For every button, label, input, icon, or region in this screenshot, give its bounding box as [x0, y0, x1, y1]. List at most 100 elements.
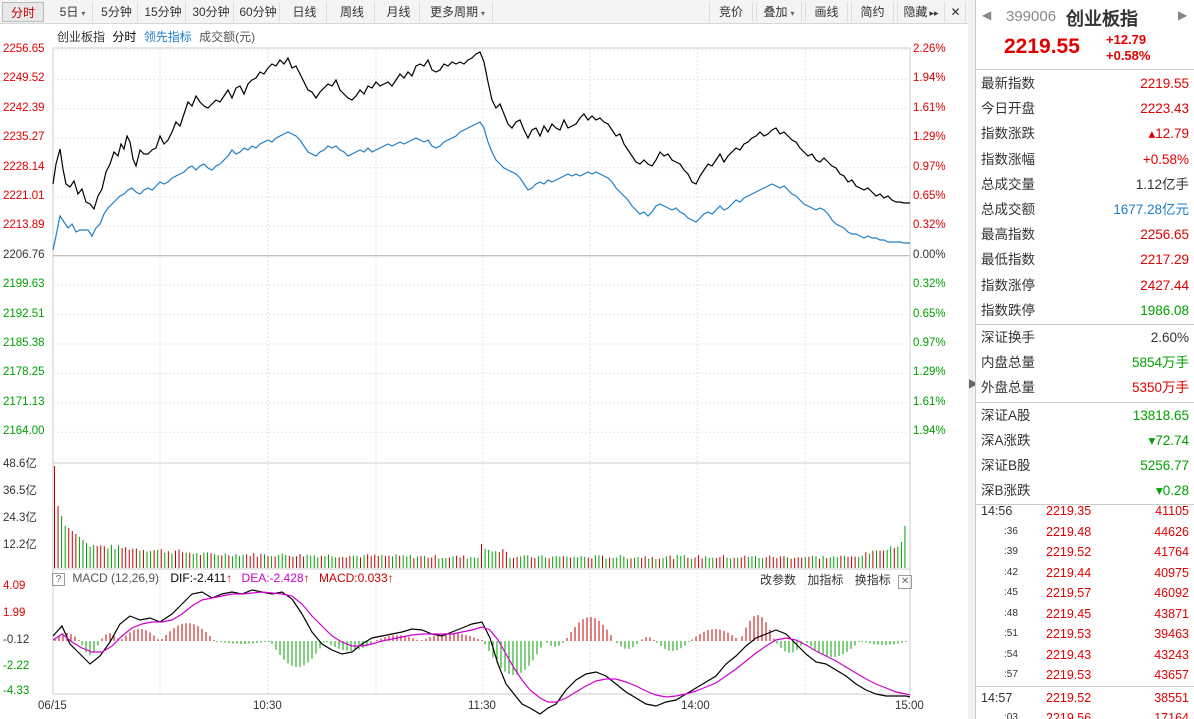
period-tab-5[interactable]: 60分钟 — [237, 2, 280, 22]
tick-row: :48 2219.45 43871 — [976, 604, 1194, 625]
price-axis-label: 2213.89 — [3, 219, 45, 232]
tool-button-2[interactable]: 画线 — [805, 2, 848, 22]
lead-line — [52, 121, 910, 251]
quote-panel: ◀ 399006 创业板指 ▶ 2219.55 +12.79 +0.58% 最新… — [975, 0, 1194, 719]
price-axis-label: 2242.39 — [3, 101, 45, 114]
stat-label: 最高指数 — [981, 227, 1035, 243]
tick-price: 2219.52 — [1046, 690, 1092, 705]
period-tab-7[interactable]: 周线 — [330, 2, 375, 22]
macd-settings-icon[interactable]: ? — [52, 573, 65, 586]
period-tab-2[interactable]: 5分钟 — [96, 2, 138, 22]
stat-row: 指数涨跌 ▴12.79 — [976, 121, 1194, 146]
stat-value: 2427.44 — [1140, 277, 1189, 293]
stat-value: +0.58% — [1142, 151, 1189, 167]
price-axis-label: 2249.52 — [3, 72, 45, 85]
close-chart-icon[interactable]: ✕ — [946, 2, 966, 22]
tick-time: :54 — [1004, 648, 1018, 660]
stat-value: 13818.65 — [1132, 407, 1189, 423]
stat-label: 指数涨跌 — [981, 126, 1035, 142]
intraday-chart[interactable] — [0, 24, 968, 719]
legend-price-line[interactable]: 分时 — [112, 30, 137, 44]
pct-axis-label: 1.61% — [913, 395, 946, 408]
stat-row: 指数跌停 1986.08 — [976, 298, 1194, 323]
stat-label: 最低指数 — [981, 252, 1035, 268]
period-tab-0[interactable]: 分时 — [2, 2, 44, 22]
pct-axis-label: 0.97% — [913, 337, 946, 349]
period-tab-1[interactable]: 5日 ▾ — [53, 2, 93, 22]
macd-close-icon[interactable]: ✕ — [898, 575, 913, 589]
tick-time: :48 — [1004, 607, 1018, 619]
stat-row: 总成交量 1.12亿手 — [976, 172, 1194, 197]
stat-row: 指数涨幅 +0.58% — [976, 147, 1194, 172]
prev-index-icon[interactable]: ◀ — [982, 8, 992, 22]
macd-axis-label: 4.09 — [3, 580, 26, 592]
pct-axis-label: 0.65% — [913, 190, 946, 202]
stat-label: 总成交量 — [981, 176, 1035, 192]
tick-price: 2219.44 — [1046, 565, 1092, 580]
next-index-icon[interactable]: ▶ — [1178, 8, 1188, 22]
stat-value: 1677.28亿元 — [1113, 202, 1189, 217]
stat-label: 深证A股 — [981, 407, 1031, 423]
index-name: 创业板指 — [1066, 9, 1138, 29]
panel-splitter[interactable]: ▶ — [968, 0, 979, 719]
period-tab-8[interactable]: 月线 — [378, 2, 420, 22]
price-axis-label: 2164.00 — [3, 425, 45, 438]
legend-index-name: 创业板指 — [57, 30, 106, 44]
stat-value: ▾72.74 — [1148, 432, 1189, 448]
tick-row: :57 2219.53 43657 — [976, 665, 1194, 686]
period-tab-3[interactable]: 15分钟 — [141, 2, 186, 22]
stat-row: 深证B股 5256.77 — [976, 453, 1194, 478]
macd-dea: DEA:-2.428↑ — [241, 571, 310, 585]
time-axis-label: 14:00 — [681, 700, 710, 712]
legend-volume: 成交额(元) — [199, 30, 256, 44]
price-change-pct: +0.58% — [1106, 48, 1151, 63]
tick-volume: 43871 — [1154, 606, 1189, 621]
tick-time: 14:56 — [981, 504, 1013, 518]
tick-price: 2219.57 — [1046, 586, 1092, 600]
tick-row: :42 2219.44 40975 — [976, 563, 1194, 584]
tool-button-1[interactable]: 叠加 ▾ — [756, 2, 802, 22]
stat-row: 内盘总量 5854万手 — [976, 350, 1194, 375]
macd-switch-indicator-button[interactable]: 换指标 — [854, 573, 891, 587]
stat-value: 5350万手 — [1131, 380, 1189, 396]
collapse-arrow-icon[interactable]: ▶ — [969, 376, 979, 390]
macd-dif-line — [52, 589, 911, 715]
tick-time: 14:57 — [981, 690, 1013, 705]
divider — [976, 504, 1194, 506]
macd-add-indicator-button[interactable]: 加指标 — [807, 573, 844, 587]
stat-row: 深B涨跌 ▾0.28 — [976, 478, 1194, 503]
period-tab-6[interactable]: 日线 — [283, 2, 327, 22]
stat-label: 深证换手 — [981, 330, 1035, 345]
tick-volume: 17164 — [1154, 711, 1189, 719]
tool-button-0[interactable]: 竞价 — [709, 2, 753, 22]
period-tab-9[interactable]: 更多周期 ▾ — [423, 2, 493, 22]
macd-dif: DIF:-2.411↑ — [170, 571, 233, 585]
stat-row: 深证A股 13818.65 — [976, 403, 1194, 428]
stat-value: 5854万手 — [1131, 355, 1189, 371]
tick-time: :57 — [1004, 669, 1018, 680]
tool-button-3[interactable]: 简约 — [851, 2, 894, 22]
macd-axis-label: 1.99 — [3, 607, 26, 619]
stat-value: 5256.77 — [1140, 458, 1189, 473]
tick-volume: 40975 — [1154, 565, 1189, 580]
tool-button-4[interactable]: 隐藏 ▸▸ — [897, 2, 945, 22]
chart-area[interactable]: 2256.65 2249.52 2242.39 2235.27 2228.14 2221.… — [0, 24, 968, 719]
macd-value: MACD:0.033↑ — [318, 571, 394, 585]
legend-lead-line[interactable]: 领先指标 — [143, 30, 192, 44]
tick-price: 2219.35 — [1046, 504, 1092, 518]
pct-axis-label: 0.65% — [913, 307, 946, 320]
chart-legend: 创业板指 分时 领先指标 成交额(元) — [57, 28, 255, 45]
tick-time: :45 — [1004, 587, 1018, 598]
stat-value: 1986.08 — [1140, 302, 1189, 318]
tick-volume: 41764 — [1154, 545, 1189, 559]
tick-time: :42 — [1004, 566, 1018, 578]
pct-axis-label: 1.29% — [913, 366, 946, 379]
pct-axis-label: 1.29% — [913, 131, 946, 144]
tick-row: 14:57 2219.52 38551 — [976, 688, 1194, 709]
macd-axis-label: -2.22 — [3, 660, 30, 672]
period-tab-4[interactable]: 30分钟 — [189, 2, 234, 22]
price-axis-label: 2221.01 — [3, 190, 45, 202]
macd-change-params-button[interactable]: 改参数 — [760, 573, 797, 587]
tick-volume: 43657 — [1154, 668, 1189, 682]
current-price: 2219.55 — [1004, 35, 1080, 58]
